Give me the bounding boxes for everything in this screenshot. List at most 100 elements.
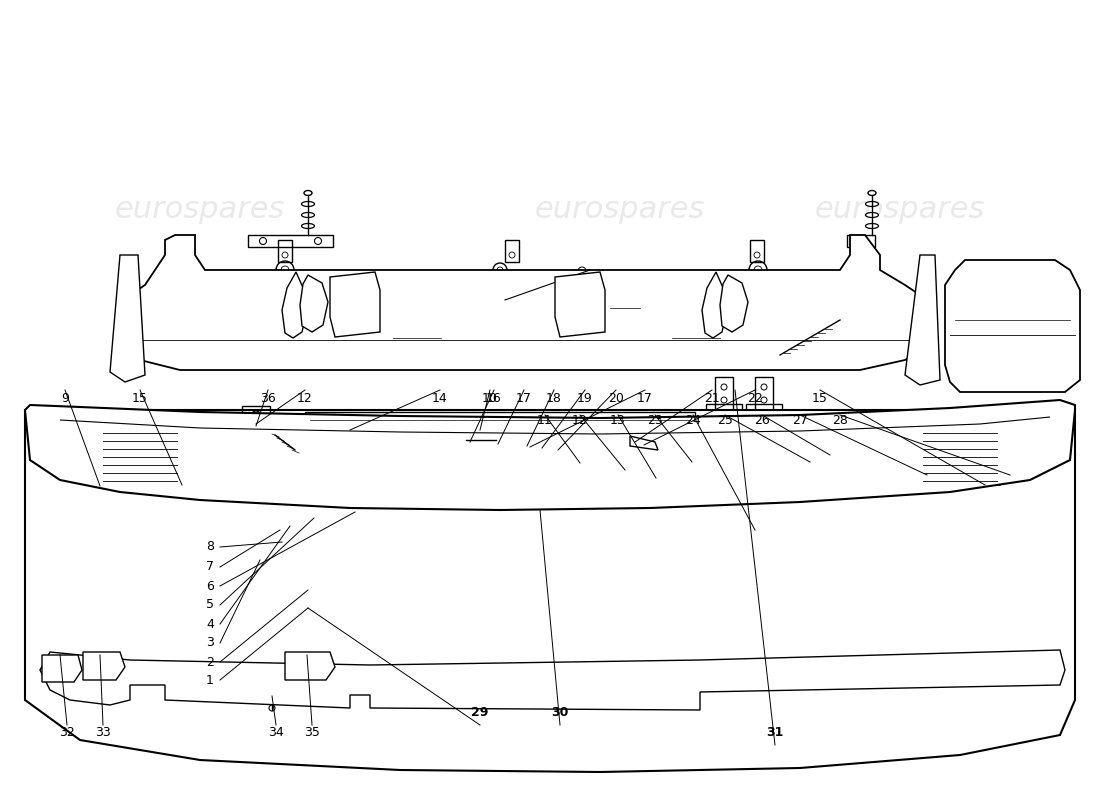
Polygon shape — [630, 436, 658, 450]
Polygon shape — [82, 652, 125, 680]
Text: 27: 27 — [792, 414, 807, 426]
Bar — [750, 240, 764, 262]
Text: 36: 36 — [260, 391, 276, 405]
Ellipse shape — [267, 430, 275, 436]
Circle shape — [493, 263, 507, 277]
Text: 5: 5 — [206, 598, 214, 611]
Circle shape — [538, 282, 546, 290]
Text: 8: 8 — [206, 541, 214, 554]
Circle shape — [315, 238, 321, 245]
Text: 13: 13 — [610, 414, 626, 426]
Polygon shape — [300, 275, 328, 332]
Text: 11: 11 — [537, 414, 553, 426]
Bar — [393, 290, 441, 355]
Text: 4: 4 — [206, 618, 213, 630]
Bar — [55, 427, 82, 445]
Circle shape — [562, 273, 570, 281]
Polygon shape — [702, 272, 727, 338]
Bar — [248, 235, 333, 247]
Text: 18: 18 — [546, 391, 562, 405]
Bar — [455, 290, 503, 355]
Text: 15: 15 — [132, 391, 147, 405]
Ellipse shape — [866, 223, 879, 229]
Circle shape — [720, 384, 727, 390]
Polygon shape — [282, 272, 307, 338]
Circle shape — [550, 442, 566, 458]
Polygon shape — [285, 652, 336, 680]
Text: 24: 24 — [685, 414, 701, 426]
Text: 10: 10 — [482, 391, 498, 405]
Text: eurospares: eurospares — [114, 590, 285, 619]
Bar — [847, 235, 874, 247]
Text: eurospares: eurospares — [535, 590, 705, 619]
Circle shape — [546, 279, 554, 287]
Bar — [706, 404, 743, 413]
Ellipse shape — [304, 190, 312, 195]
Text: 6: 6 — [206, 579, 213, 593]
Circle shape — [720, 397, 727, 403]
Bar — [278, 240, 292, 262]
Text: 12: 12 — [297, 391, 312, 405]
Circle shape — [260, 238, 266, 245]
Polygon shape — [905, 255, 940, 385]
Text: 17: 17 — [637, 391, 653, 405]
Circle shape — [570, 270, 578, 278]
Circle shape — [408, 315, 418, 325]
Text: 30: 30 — [551, 706, 569, 719]
Circle shape — [504, 436, 520, 452]
Circle shape — [761, 384, 767, 390]
Circle shape — [754, 266, 762, 274]
Circle shape — [749, 261, 767, 279]
Circle shape — [280, 266, 289, 274]
Circle shape — [282, 252, 288, 258]
Circle shape — [524, 442, 530, 450]
Text: 14: 14 — [432, 391, 448, 405]
Text: 31: 31 — [767, 726, 783, 739]
Polygon shape — [330, 272, 380, 337]
Bar — [100, 427, 180, 485]
Text: 35: 35 — [304, 726, 320, 739]
Text: 2: 2 — [206, 655, 213, 669]
Polygon shape — [25, 410, 1075, 772]
Circle shape — [493, 438, 499, 446]
Bar — [505, 240, 519, 262]
Circle shape — [519, 438, 535, 454]
Circle shape — [514, 291, 522, 299]
Text: 28: 28 — [832, 414, 848, 426]
Circle shape — [276, 261, 294, 279]
Text: eurospares: eurospares — [815, 195, 986, 225]
Circle shape — [554, 446, 561, 454]
Text: 1: 1 — [206, 674, 213, 686]
Circle shape — [539, 445, 546, 451]
Circle shape — [497, 267, 503, 273]
Circle shape — [267, 691, 277, 701]
Text: 12: 12 — [572, 414, 587, 426]
Circle shape — [270, 705, 275, 711]
Ellipse shape — [866, 213, 879, 218]
Text: 26: 26 — [755, 414, 770, 426]
Polygon shape — [720, 275, 748, 332]
Ellipse shape — [868, 190, 876, 195]
Circle shape — [761, 397, 767, 403]
Circle shape — [408, 335, 418, 345]
Polygon shape — [42, 655, 82, 682]
Text: 3: 3 — [206, 637, 213, 650]
Ellipse shape — [609, 286, 641, 330]
Polygon shape — [40, 650, 1065, 710]
Bar — [715, 377, 733, 410]
Circle shape — [534, 440, 550, 456]
Text: 34: 34 — [268, 726, 284, 739]
Polygon shape — [556, 272, 605, 337]
Text: 22: 22 — [747, 391, 763, 405]
Bar — [746, 404, 782, 413]
Bar — [672, 290, 721, 355]
Bar — [920, 427, 1000, 485]
Text: 32: 32 — [59, 726, 75, 739]
Polygon shape — [110, 255, 145, 382]
Bar — [305, 412, 695, 430]
Text: 15: 15 — [812, 391, 828, 405]
Polygon shape — [25, 400, 1075, 510]
Circle shape — [508, 441, 516, 447]
Circle shape — [688, 335, 696, 345]
Text: 7: 7 — [206, 561, 214, 574]
